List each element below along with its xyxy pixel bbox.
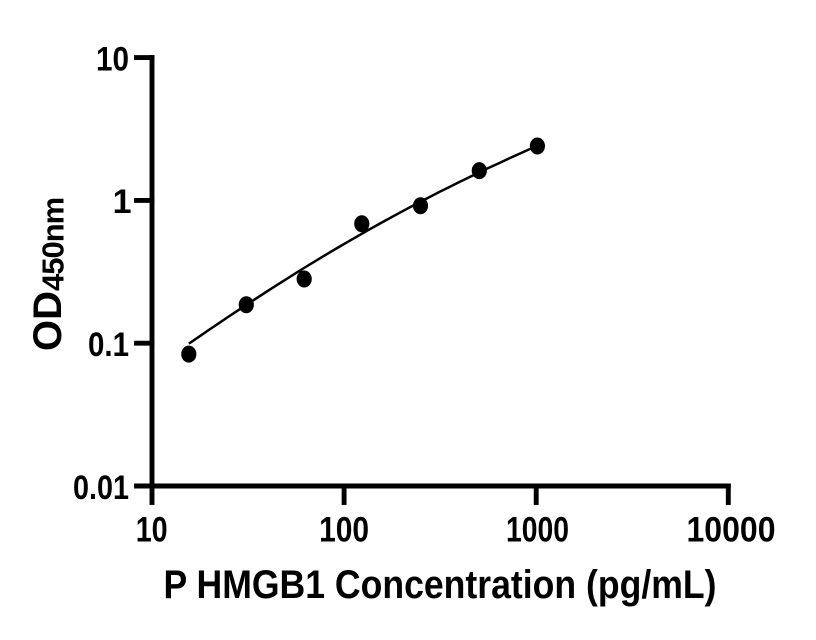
svg-text:1: 1 [113,183,132,221]
svg-text:10000: 10000 [687,511,776,550]
svg-text:0.1: 0.1 [88,326,129,364]
svg-text:10: 10 [96,40,129,78]
svg-text:0.01: 0.01 [73,469,129,507]
svg-text:1000: 1000 [506,511,569,550]
svg-text:100: 100 [319,511,369,550]
svg-text:10: 10 [136,511,168,550]
svg-text:OD450nm: OD450nm [26,198,71,351]
svg-text:P HMGB1 Concentration (pg/mL): P HMGB1 Concentration (pg/mL) [164,563,717,607]
